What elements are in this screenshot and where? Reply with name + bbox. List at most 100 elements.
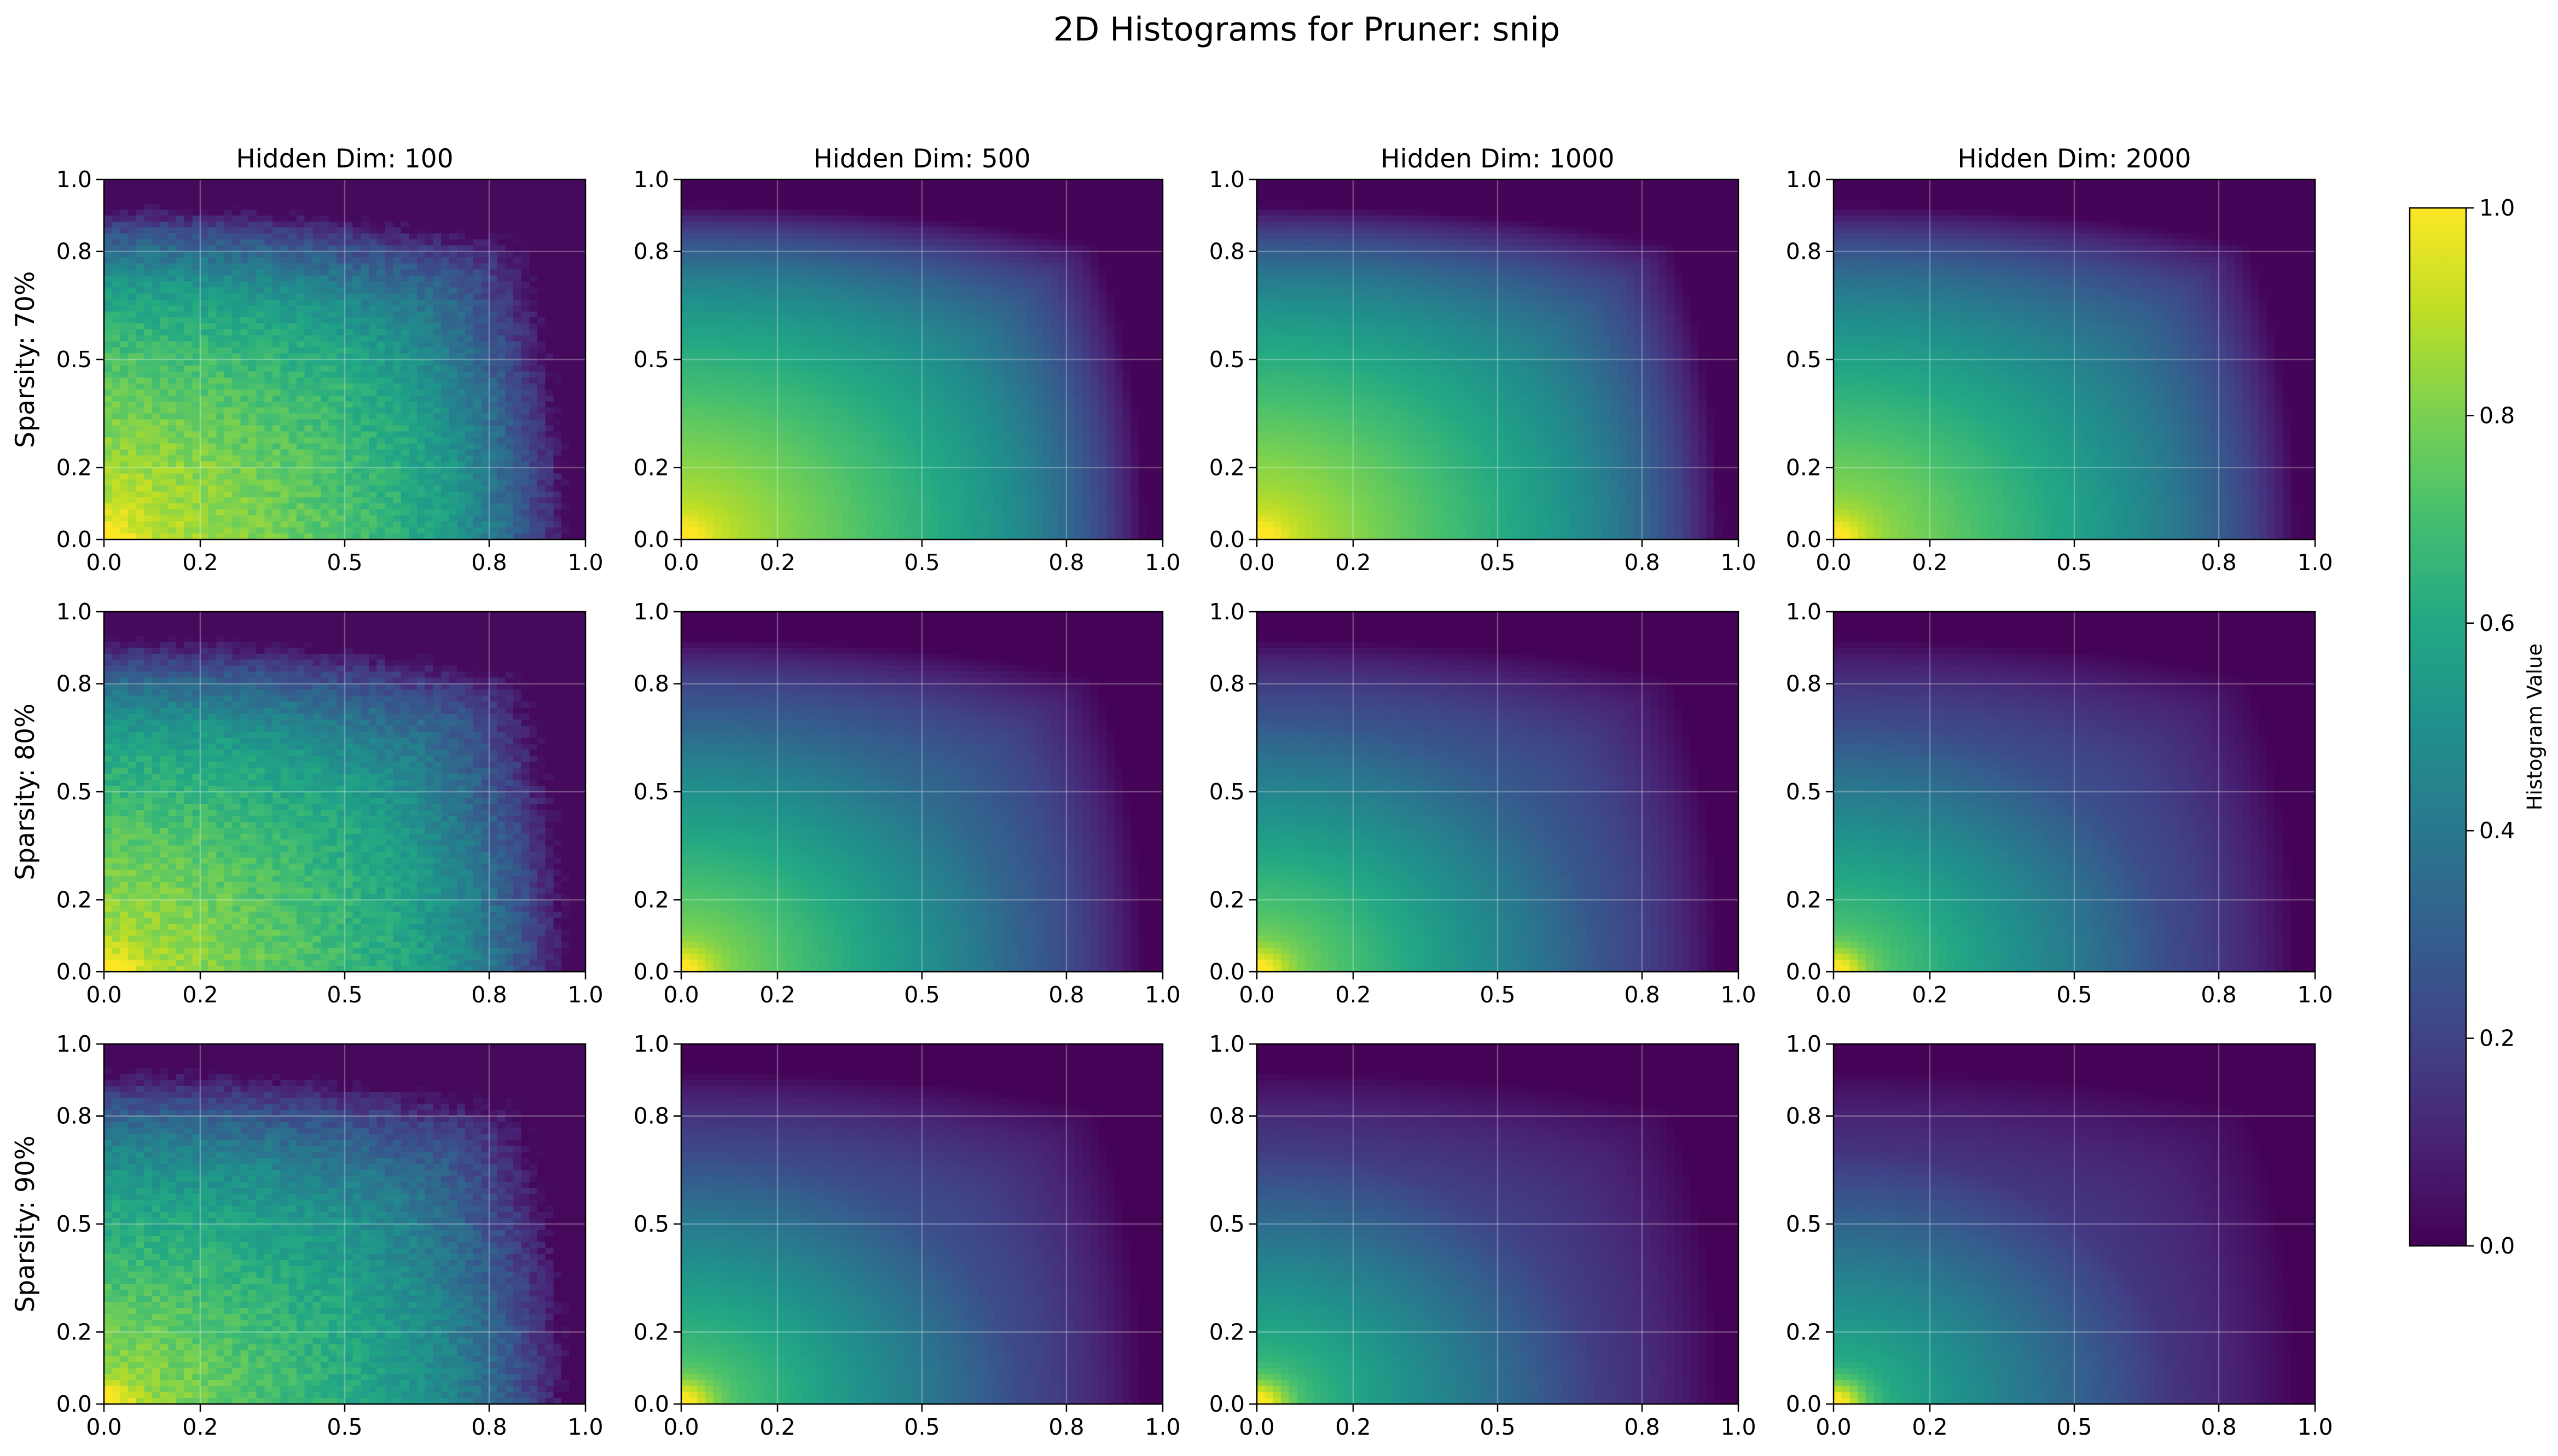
column-title: Hidden Dim: 100 — [236, 144, 453, 174]
colorbar-label: Histogram Value — [2523, 643, 2547, 810]
y-tick-label: 0.2 — [634, 886, 669, 913]
x-tick-label: 1.0 — [1720, 549, 1756, 576]
y-tick-label: 0.0 — [1786, 526, 1822, 553]
x-tick-label: 1.0 — [1720, 982, 1756, 1008]
y-tick-label: 0.2 — [1209, 454, 1245, 480]
x-tick-label: 0.0 — [1815, 982, 1851, 1008]
x-tick-label: 0.8 — [1624, 549, 1660, 576]
histogram-heatmap — [681, 179, 1163, 540]
column-titles: Hidden Dim: 100 Hidden Dim: 500 Hidden Dim… — [236, 144, 2191, 174]
x-tick-label: 0.2 — [1335, 549, 1371, 576]
x-tick-label: 0.5 — [1480, 982, 1515, 1008]
column-title: Hidden Dim: 500 — [813, 144, 1030, 174]
x-tick-label: 0.2 — [759, 549, 795, 576]
y-tick-label: 0.8 — [634, 671, 669, 697]
subplot: 0.0 0.2 0.5 0.8 1.0 0.0 0.2 0.5 0.8 1.0 — [56, 1031, 604, 1440]
figure-title: 2D Histograms for Pruner: snip — [1053, 10, 1560, 49]
x-tick-label: 1.0 — [567, 1414, 603, 1440]
x-tick-label: 0.8 — [471, 982, 507, 1008]
histogram-heatmap — [1257, 612, 1738, 972]
x-tick-label: 0.5 — [327, 982, 362, 1008]
y-tick-label: 0.8 — [56, 1103, 92, 1129]
row-label: Sparsity: 80% — [10, 703, 40, 880]
y-tick-label: 0.0 — [56, 526, 92, 553]
x-tick-label: 0.0 — [86, 982, 121, 1008]
colorbar-tick-label: 0.6 — [2479, 610, 2515, 636]
x-tick-label: 0.2 — [759, 1414, 795, 1440]
y-tick-label: 0.8 — [1209, 1103, 1245, 1129]
y-tick-label: 0.8 — [634, 239, 669, 265]
y-tick-label: 0.5 — [1209, 346, 1245, 373]
colorbar-tick-label: 0.2 — [2479, 1025, 2515, 1052]
x-tick-label: 0.0 — [663, 549, 699, 576]
x-tick-label: 0.8 — [1048, 549, 1084, 576]
x-tick-label: 0.0 — [663, 982, 699, 1008]
y-tick-label: 1.0 — [1786, 599, 1822, 625]
histogram-heatmap — [104, 612, 585, 972]
histogram-heatmap — [1834, 1044, 2315, 1404]
x-tick-label: 0.2 — [182, 982, 218, 1008]
colorbar-tick-label: 1.0 — [2479, 195, 2515, 221]
y-tick-label: 0.2 — [1786, 454, 1822, 480]
y-tick-label: 0.5 — [1209, 1211, 1245, 1237]
y-tick-label: 1.0 — [1786, 166, 1822, 193]
y-tick-label: 1.0 — [56, 1031, 92, 1057]
y-tick-label: 0.2 — [1209, 886, 1245, 913]
subplot: 0.0 0.2 0.5 0.8 1.0 0.0 0.2 0.5 0.8 1.0 — [634, 1031, 1181, 1440]
y-tick-label: 0.5 — [56, 346, 92, 373]
y-tick-label: 0.0 — [634, 1391, 669, 1417]
y-tick-label: 0.8 — [1786, 1103, 1822, 1129]
histogram-heatmap — [681, 612, 1163, 972]
x-tick-label: 0.2 — [1335, 1414, 1371, 1440]
y-tick-label: 1.0 — [1209, 166, 1245, 193]
x-tick-label: 0.5 — [327, 549, 362, 576]
y-tick-label: 1.0 — [634, 599, 669, 625]
y-tick-label: 1.0 — [56, 166, 92, 193]
x-tick-label: 0.0 — [1815, 1414, 1851, 1440]
x-tick-label: 0.8 — [471, 549, 507, 576]
y-tick-label: 0.0 — [634, 526, 669, 553]
colorbar-tick-label: 0.4 — [2479, 817, 2515, 844]
y-tick-label: 1.0 — [1209, 599, 1245, 625]
x-tick-label: 0.2 — [759, 982, 795, 1008]
histogram-heatmap — [1257, 179, 1738, 540]
y-tick-label: 0.0 — [634, 959, 669, 985]
x-tick-label: 0.5 — [2056, 549, 2092, 576]
x-tick-label: 0.2 — [182, 549, 218, 576]
y-tick-label: 0.2 — [1786, 886, 1822, 913]
x-tick-label: 1.0 — [1145, 1414, 1180, 1440]
column-title: Hidden Dim: 2000 — [1957, 144, 2191, 174]
x-tick-label: 0.5 — [1480, 1414, 1515, 1440]
x-tick-label: 0.2 — [1912, 549, 1947, 576]
x-tick-label: 0.0 — [86, 1414, 121, 1440]
histogram-heatmap — [104, 1044, 585, 1404]
colorbar-tick-label: 0.8 — [2479, 402, 2515, 428]
x-tick-label: 0.5 — [904, 1414, 939, 1440]
y-tick-label: 0.5 — [634, 346, 669, 373]
histogram-heatmap — [104, 179, 585, 540]
histogram-heatmap — [1834, 612, 2315, 972]
x-tick-label: 0.0 — [1239, 549, 1274, 576]
y-tick-label: 0.2 — [1209, 1319, 1245, 1345]
subplot: 0.0 0.2 0.5 0.8 1.0 0.0 0.2 0.5 0.8 1.0 — [1209, 166, 1756, 576]
y-tick-label: 0.8 — [634, 1103, 669, 1129]
x-tick-label: 0.2 — [182, 1414, 218, 1440]
y-tick-label: 0.2 — [56, 886, 92, 913]
x-tick-label: 0.8 — [471, 1414, 507, 1440]
y-tick-label: 0.0 — [56, 1391, 92, 1417]
y-tick-label: 1.0 — [56, 599, 92, 625]
x-tick-label: 0.0 — [86, 549, 121, 576]
y-tick-label: 1.0 — [634, 166, 669, 193]
subplot: 0.0 0.2 0.5 0.8 1.0 0.0 0.2 0.5 0.8 1.0 — [1786, 1031, 2333, 1440]
row-label: Sparsity: 70% — [10, 271, 40, 448]
y-tick-label: 0.2 — [1786, 1319, 1822, 1345]
column-title: Hidden Dim: 1000 — [1380, 144, 1614, 174]
y-tick-label: 0.8 — [1209, 671, 1245, 697]
histogram-heatmap — [1834, 179, 2315, 540]
histogram-heatmap — [681, 1044, 1163, 1404]
subplot: 0.0 0.2 0.5 0.8 1.0 0.0 0.2 0.5 0.8 1.0 — [1209, 1031, 1756, 1440]
x-tick-label: 0.2 — [1912, 982, 1947, 1008]
y-tick-label: 0.8 — [1786, 671, 1822, 697]
x-tick-label: 0.5 — [904, 982, 939, 1008]
